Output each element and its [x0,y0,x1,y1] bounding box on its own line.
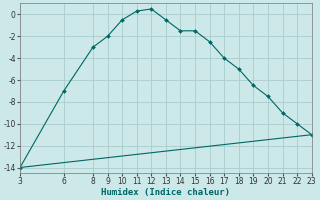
X-axis label: Humidex (Indice chaleur): Humidex (Indice chaleur) [101,188,230,197]
